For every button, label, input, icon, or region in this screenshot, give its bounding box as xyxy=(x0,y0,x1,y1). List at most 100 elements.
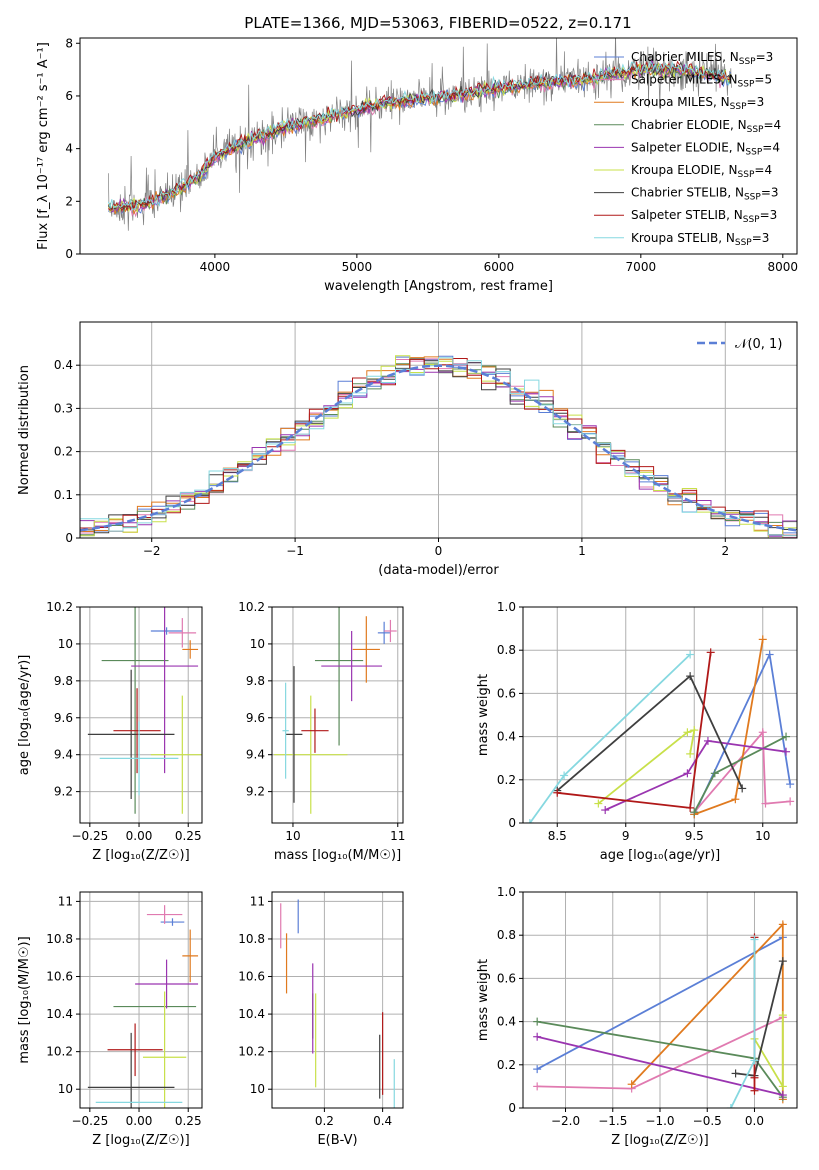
weight-marker xyxy=(686,672,695,681)
errorbar-chabrier-miles xyxy=(150,627,183,635)
errorbar-kroupa-miles xyxy=(182,929,199,983)
y-tick-label: 0.6 xyxy=(497,686,516,700)
weight-marker xyxy=(686,749,695,758)
mass-vs-Z-plot-area xyxy=(87,905,199,1108)
weight-marker xyxy=(627,1080,636,1089)
weight-marker xyxy=(782,732,791,741)
legend-entry: Salpeter MILES, NSSP=5 xyxy=(631,73,772,90)
y-tick-label: 10 xyxy=(58,637,73,651)
weight-marker xyxy=(778,1091,787,1100)
legend-subscript: SSP xyxy=(738,80,755,90)
x-tick-label: 8.5 xyxy=(548,829,567,843)
age-vs-mass-plot-area xyxy=(274,607,397,814)
legend-value: =3 xyxy=(761,186,779,200)
weight-line-salpeter-miles xyxy=(693,729,791,813)
mass-vs-ebv-panel: 0.2 0.4 10 10.2 10.4 10.6 10.8 11 E(B-V) xyxy=(238,891,404,1148)
y-tick-label: 10.2 xyxy=(238,600,265,614)
x-axis-label: (data-model)/error xyxy=(378,563,499,578)
errorbar-kroupa-elodie xyxy=(142,991,187,1108)
errorbar-kroupa-stelib xyxy=(99,721,179,796)
y-tick-label: 0 xyxy=(65,531,73,545)
errorbar-kroupa-miles xyxy=(182,640,199,659)
weight-line-kroupa-elodie xyxy=(753,1015,784,1090)
errorbar-salpeter-stelib xyxy=(113,688,161,774)
errorbar-kroupa-miles xyxy=(352,616,380,683)
errorbar-chabrier-stelib xyxy=(285,666,303,803)
y-tick-label: 0.2 xyxy=(54,445,73,459)
legend-value: =3 xyxy=(747,95,765,109)
legend-value: =3 xyxy=(752,231,770,245)
y-tick-label: 0.2 xyxy=(497,773,516,787)
weight-marker xyxy=(706,648,715,657)
weight-marker xyxy=(703,736,712,745)
residuals-panel: −2 −1 0 1 2 0 0.1 0.2 0.3 0.4 (data-model)/error No… xyxy=(17,321,798,578)
errorbar-kroupa-elodie xyxy=(274,695,348,814)
x-axis-label: E(B-V) xyxy=(317,1133,357,1148)
x-tick-label: −1.5 xyxy=(598,1114,627,1128)
weight-marker xyxy=(758,635,767,644)
weight-marker xyxy=(750,1073,759,1082)
legend-entry-normal: 𝒩(0, 1) xyxy=(735,337,782,352)
weight-vs-age-plot-area xyxy=(525,635,795,823)
x-tick-label: 9.5 xyxy=(685,829,704,843)
legend-subscript: SSP xyxy=(730,102,747,112)
weight-vs-Z-panel: −2.0 −1.5 −1.0 −0.5 0.0 0 0.2 0.4 0.6 0.8 1.0 Z [lo… xyxy=(476,885,798,1148)
x-axis-label: Z [log₁₀(Z/Z☉)] xyxy=(92,1133,189,1148)
weight-marker xyxy=(533,1032,542,1041)
legend-value: =3 xyxy=(760,208,778,222)
weight-marker xyxy=(731,1069,740,1078)
spectrum-panel: 4000 5000 6000 7000 8000 0 2 4 6 8 wavelength [Ang… xyxy=(36,36,799,294)
errorbar-chabrier-stelib xyxy=(87,1032,175,1108)
axes-frame xyxy=(79,606,203,824)
y-tick-label: 9.4 xyxy=(246,748,265,762)
weight-marker xyxy=(765,650,774,659)
y-tick-label: 10.6 xyxy=(238,970,265,984)
errorbar-salpeter-stelib xyxy=(107,1023,163,1077)
axes-frame xyxy=(79,891,203,1109)
errorbar-kroupa-elodie xyxy=(150,695,202,814)
y-tick-label: 11 xyxy=(58,894,73,908)
legend-subscript: SSP xyxy=(747,125,764,135)
x-axis-label: mass [log₁₀(M/M☉)] xyxy=(274,848,401,863)
y-tick-label: 10 xyxy=(250,1082,265,1096)
age-vs-Z-panel: −0.25 0.00 0.25 9.2 9.4 9.6 9.8 10 10.2 Z [log₁₀(… xyxy=(17,600,203,863)
weight-marker xyxy=(690,808,699,817)
y-tick-label: 0 xyxy=(508,816,516,830)
x-tick-label: 0.2 xyxy=(315,1114,334,1128)
y-tick-label: 10.2 xyxy=(238,1045,265,1059)
weight-marker xyxy=(786,780,795,789)
y-axis-label: mass [log₁₀(M/M☉)] xyxy=(17,936,32,1063)
x-tick-label: −0.5 xyxy=(693,1114,722,1128)
x-tick-label: 0.00 xyxy=(126,1114,153,1128)
legend-subscript: SSP xyxy=(739,57,756,67)
spectrum-plot-area xyxy=(107,38,732,231)
x-tick-label: 10 xyxy=(285,829,300,843)
weight-marker xyxy=(560,771,569,780)
legend-entry: Kroupa STELIB, NSSP=3 xyxy=(631,231,769,248)
x-axis-label: age [log₁₀(age/yr)] xyxy=(600,848,721,863)
y-tick-label: 8 xyxy=(65,36,73,50)
axes-frame xyxy=(522,606,798,824)
legend-subscript: SSP xyxy=(743,215,760,225)
errorbar-salpeter-stelib xyxy=(301,708,329,753)
x-tick-label: 0.0 xyxy=(745,1114,764,1128)
x-tick-label: 9 xyxy=(622,829,630,843)
weight-line-kroupa-elodie xyxy=(597,728,696,805)
weight-marker xyxy=(683,728,692,737)
y-tick-label: 10.8 xyxy=(46,932,73,946)
y-tick-label: 10.4 xyxy=(46,1007,73,1021)
x-tick-label: 8000 xyxy=(768,260,799,274)
y-tick-label: 9.4 xyxy=(54,748,73,762)
weight-marker xyxy=(761,799,770,808)
weight-marker xyxy=(738,784,747,793)
weight-marker xyxy=(750,935,759,944)
weight-marker xyxy=(778,1082,787,1091)
axes-frame xyxy=(271,606,404,824)
x-tick-label: 0 xyxy=(435,544,443,558)
spectrum-legend: Chabrier MILES, NSSP=3 Salpeter MILES, NS… xyxy=(594,50,781,248)
x-tick-label: 4000 xyxy=(200,260,231,274)
x-tick-label: 11 xyxy=(390,829,405,843)
x-tick-label: 1 xyxy=(578,544,586,558)
errorbar-kroupa-stelib xyxy=(282,682,289,779)
y-tick-label: 0.8 xyxy=(497,643,516,657)
